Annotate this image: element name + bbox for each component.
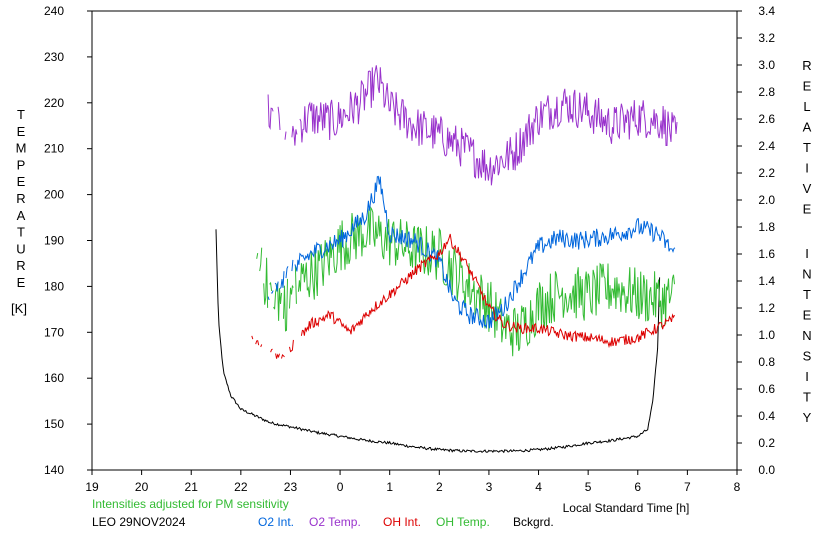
y-right-tick-label: 0.0	[758, 463, 775, 477]
y-label-right-letter: R	[802, 58, 811, 73]
y-right-tick-label: 2.6	[758, 112, 775, 126]
series-layer	[215, 65, 678, 454]
x-tick-label: 2	[436, 480, 443, 494]
series-line-o2-temp	[267, 65, 678, 186]
y-label-left-letter: T	[17, 107, 25, 122]
y-right-tick-label: 1.0	[758, 328, 775, 342]
series-line-bckgrd	[215, 229, 661, 454]
adjustment-note: Intensities adjusted for PM sensitivity	[92, 497, 289, 511]
station-date: LEO 29NOV2024	[92, 515, 186, 529]
y-label-right-letter: I	[805, 246, 809, 261]
y-left-tick-label: 230	[44, 50, 64, 64]
y-label-left-letter: R	[16, 258, 25, 273]
x-tick-label: 8	[734, 480, 741, 494]
y-right-tick-label: 2.4	[758, 139, 775, 153]
y-label-right-letter: E	[803, 79, 812, 94]
y-left-tick-label: 200	[44, 188, 64, 202]
y-right-tick-label: 2.2	[758, 166, 775, 180]
series-line-o2-int	[267, 175, 676, 330]
y-label-left-letter: A	[17, 208, 26, 223]
y-label-right-letter: A	[803, 120, 812, 135]
y-label-right-letter: L	[803, 99, 810, 114]
y-label-right-letter: T	[803, 140, 811, 155]
x-tick-label: 19	[85, 480, 99, 494]
legend-bckgrd: Bckgrd.	[513, 515, 554, 529]
y-label-right-letter: V	[803, 181, 812, 196]
y-label-left-letter: U	[16, 241, 25, 256]
y-label-right-letter: Y	[803, 410, 812, 425]
axis-ticks	[87, 10, 742, 475]
x-tick-label: 1	[386, 480, 393, 494]
x-tick-label: 22	[234, 480, 248, 494]
y-label-left-letter: P	[17, 157, 26, 172]
y-right-tick-label: 1.2	[758, 301, 775, 315]
y-right-tick-label: 0.6	[758, 382, 775, 396]
y-label-left-letter: E	[17, 124, 26, 139]
y-right-tick-label: 3.2	[758, 31, 775, 45]
y-left-tick-label: 160	[44, 371, 64, 385]
x-axis-label: Local Standard Time [h]	[563, 501, 690, 515]
legend-oh-int: OH Int.	[383, 515, 421, 529]
y-left-tick-label: 240	[44, 4, 64, 18]
y-label-right-letter: N	[802, 267, 811, 282]
y-right-tick-label: 2.8	[758, 85, 775, 99]
y-label-right-letter: I	[805, 369, 809, 384]
x-tick-label: 7	[684, 480, 691, 494]
x-tick-label: 3	[486, 480, 493, 494]
y-right-tick-label: 0.2	[758, 436, 775, 450]
x-tick-label: 20	[135, 480, 149, 494]
y-label-left-letter: T	[17, 225, 25, 240]
y-label-right-letter: E	[803, 202, 812, 217]
y-left-tick-label: 170	[44, 325, 64, 339]
y-label-left-letter: E	[17, 275, 26, 290]
y-left-tick-label: 150	[44, 417, 64, 431]
y-right-tick-label: 0.8	[758, 355, 775, 369]
legend-o2-temp: O2 Temp.	[309, 515, 361, 529]
y-label-right-letter: T	[803, 390, 811, 405]
tick-labels: 19 20 21 22 23 0 1 2 3 4 5 6 7 8140150160170180190200…	[44, 4, 775, 494]
y-label-left-letter: E	[17, 174, 26, 189]
y-left-tick-label: 180	[44, 279, 64, 293]
y-label-right-letter: I	[805, 161, 809, 176]
y-right-tick-label: 3.4	[758, 4, 775, 18]
x-tick-label: 0	[337, 480, 344, 494]
y-left-tick-label: 140	[44, 463, 64, 477]
y-right-tick-label: 2.0	[758, 193, 775, 207]
y-axis-unit-left: [K]	[11, 301, 27, 316]
y-label-left-letter: M	[16, 141, 27, 156]
y-right-tick-label: 1.8	[758, 220, 775, 234]
x-tick-label: 21	[185, 480, 199, 494]
y-right-tick-label: 1.6	[758, 247, 775, 261]
y-label-right-letter: S	[803, 349, 812, 364]
y-left-tick-label: 220	[44, 96, 64, 110]
x-tick-label: 5	[585, 480, 592, 494]
y-label-right-letter: T	[803, 287, 811, 302]
x-tick-label: 23	[284, 480, 298, 494]
x-tick-label: 4	[535, 480, 542, 494]
y-right-tick-label: 1.4	[758, 274, 775, 288]
legend-o2-int: O2 Int.	[258, 515, 294, 529]
y-label-right-letter: N	[802, 328, 811, 343]
series-line-oh-int	[251, 233, 675, 359]
y-left-tick-label: 210	[44, 142, 64, 156]
y-label-left-letter: R	[16, 191, 25, 206]
legend-oh-temp: OH Temp.	[436, 515, 490, 529]
y-right-tick-label: 0.4	[758, 409, 775, 423]
x-tick-label: 6	[634, 480, 641, 494]
y-left-tick-label: 190	[44, 234, 64, 248]
y-label-right-letter: E	[803, 308, 812, 323]
y-right-tick-label: 3.0	[758, 58, 775, 72]
